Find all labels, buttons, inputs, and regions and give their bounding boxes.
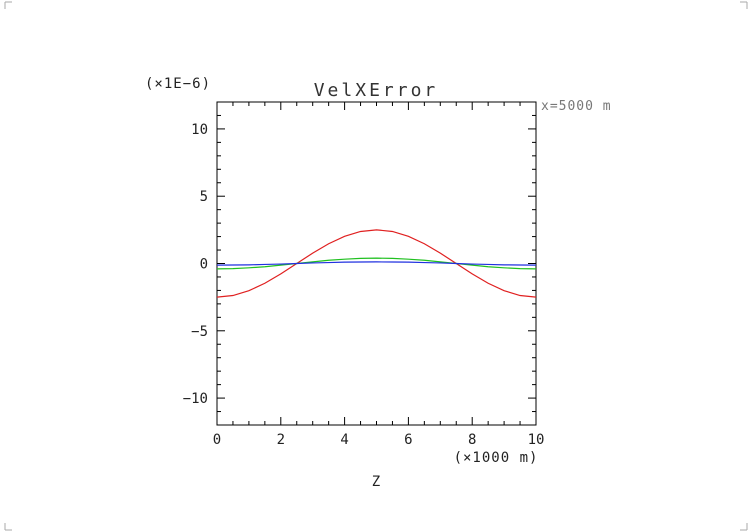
y-tick-label: 10 bbox=[191, 122, 208, 138]
x-unit-label: (×1000 m) bbox=[454, 450, 539, 466]
y-tick-label: 5 bbox=[200, 189, 208, 205]
corner-mark-top-left bbox=[4, 1, 12, 9]
series-line-2 bbox=[216, 257, 537, 270]
y-tick-label: −10 bbox=[183, 391, 208, 407]
corner-mark-top-right bbox=[740, 1, 748, 9]
series-line-1 bbox=[216, 229, 537, 298]
x-tick-label: 6 bbox=[404, 432, 412, 448]
corner-mark-bottom-right bbox=[740, 523, 748, 531]
corner-mark-bottom-left bbox=[4, 523, 12, 531]
chart-title: VelXError bbox=[314, 80, 439, 101]
series-line-3 bbox=[216, 261, 537, 266]
annotation-label: x=5000 m bbox=[541, 99, 612, 114]
plot-frame bbox=[216, 101, 537, 426]
y-tick-label: 0 bbox=[200, 257, 208, 273]
x-tick-label: 0 bbox=[213, 432, 221, 448]
axis-ticks bbox=[216, 101, 537, 426]
y-multiplier-label: (×1E−6) bbox=[145, 76, 211, 92]
x-tick-label: 4 bbox=[340, 432, 348, 448]
axis-tick-labels: 0 2 4 6 8 10 −10 −5 0 5 10 bbox=[183, 122, 545, 448]
x-tick-label: 2 bbox=[277, 432, 285, 448]
y-tick-label: −5 bbox=[191, 324, 208, 340]
series-lines bbox=[216, 229, 537, 298]
x-tick-label: 10 bbox=[528, 432, 545, 448]
x-tick-label: 8 bbox=[468, 432, 476, 448]
x-axis-label: Z bbox=[372, 474, 380, 490]
